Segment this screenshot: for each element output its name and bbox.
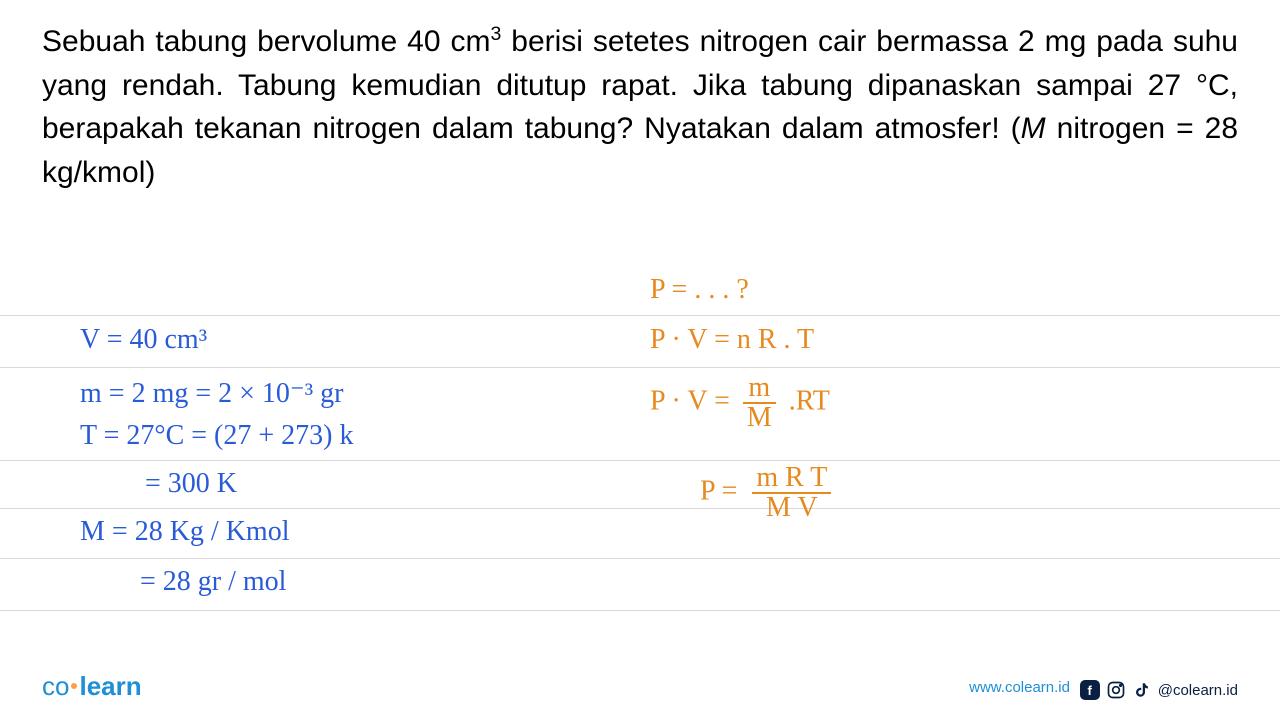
tiktok-icon <box>1132 680 1152 700</box>
hand-eq-3: P = m R T M V <box>700 464 831 522</box>
hand-pressure-q: P = . . . ? <box>650 274 749 306</box>
footer: colearn www.colearn.id f @colearn.id <box>0 662 1280 702</box>
ruled-line <box>0 315 1280 316</box>
hand-eq-2: P · V = m M .RT <box>650 374 830 432</box>
eq2-right: .RT <box>789 385 830 416</box>
logo-learn: learn <box>79 671 141 701</box>
ruled-line <box>0 460 1280 461</box>
ruled-line <box>0 508 1280 509</box>
eq3-fraction: m R T M V <box>752 464 831 522</box>
problem-superscript: 3 <box>490 23 501 45</box>
eq2-numerator: m <box>743 374 776 402</box>
problem-italic-m: M <box>1021 112 1046 145</box>
hand-molar-mass: M = 28 Kg / Kmol <box>80 516 289 548</box>
problem-text: Sebuah tabung bervolume 40 cm3 berisi se… <box>42 20 1238 194</box>
hand-temperature-k: = 300 K <box>145 468 237 500</box>
ruled-line <box>0 558 1280 559</box>
eq2-denominator: M <box>743 402 776 432</box>
facebook-icon: f <box>1080 680 1100 700</box>
hand-temperature: T = 27°C = (27 + 273) k <box>80 420 354 452</box>
ruled-line <box>0 367 1280 368</box>
work-area: V = 40 cm³ m = 2 mg = 2 × 10⁻³ gr T = 27… <box>0 280 1280 620</box>
hand-volume: V = 40 cm³ <box>80 324 207 356</box>
eq3-denominator: M V <box>752 492 831 522</box>
footer-socials: f @colearn.id <box>1080 680 1238 700</box>
footer-url: www.colearn.id <box>969 679 1070 696</box>
footer-handle: @colearn.id <box>1158 682 1238 699</box>
hand-mass: m = 2 mg = 2 × 10⁻³ gr <box>80 376 343 410</box>
eq3-numerator: m R T <box>752 464 831 492</box>
eq3-left: P = <box>700 475 737 506</box>
brand-logo: colearn <box>42 671 142 702</box>
hand-molar-mass-gr: = 28 gr / mol <box>140 566 286 598</box>
hand-eq-1: P · V = n R . T <box>650 324 814 356</box>
logo-co: co <box>42 671 69 701</box>
ruled-line <box>0 610 1280 611</box>
eq2-left: P · V = <box>650 385 730 416</box>
eq2-fraction: m M <box>743 374 776 432</box>
instagram-icon <box>1106 680 1126 700</box>
logo-dot-icon <box>71 683 77 689</box>
problem-part-1: Sebuah tabung bervolume 40 cm <box>42 25 490 58</box>
